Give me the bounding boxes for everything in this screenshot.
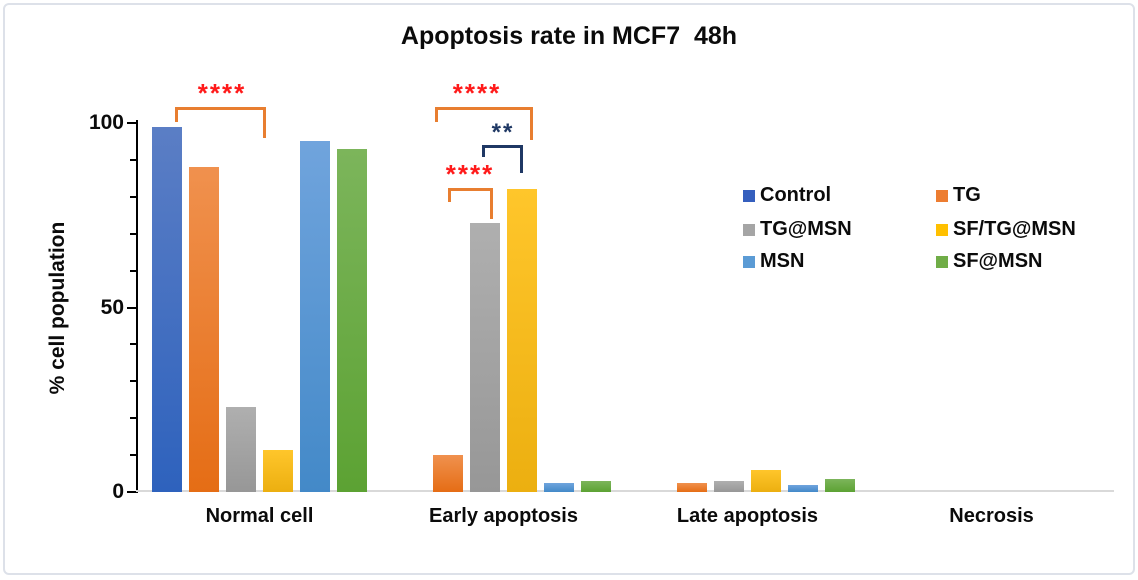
x-category-label: Early apoptosis <box>429 505 578 527</box>
significance-bracket-leg <box>520 145 523 173</box>
chart-title: Apoptosis rate in MCF7 48h <box>400 22 738 50</box>
x-category-label: Necrosis <box>949 505 1034 527</box>
y-axis-title: % cell population <box>46 221 69 395</box>
y-minor-tick <box>130 380 136 383</box>
legend-label: SF/TG@MSN <box>953 218 1076 240</box>
legend-label: TG@MSN <box>760 218 852 240</box>
significance-bracket-leg <box>530 107 533 140</box>
bar-control <box>152 127 182 492</box>
bar-tg-msn <box>470 223 500 492</box>
legend-swatch-icon <box>936 255 948 268</box>
x-category-label: Normal cell <box>205 505 314 527</box>
y-axis-line <box>136 120 138 493</box>
y-minor-tick <box>130 343 136 346</box>
significance-stars: **** <box>445 159 495 189</box>
legend-item-sf-tg-msn: SF/TG@MSN <box>936 218 1076 241</box>
bar-sf-tg-msn <box>263 450 293 492</box>
significance-stars: ** <box>491 119 515 146</box>
bar-sf-tg-msn <box>751 470 781 492</box>
y-major-tick <box>127 122 136 124</box>
legend-swatch-icon <box>743 189 755 202</box>
bar-tg <box>433 455 463 492</box>
significance-bracket-line <box>448 188 493 191</box>
y-tick-label: 50 <box>100 295 124 319</box>
y-major-tick <box>127 306 136 309</box>
legend-swatch-icon <box>936 223 948 236</box>
legend-label: MSN <box>760 250 805 272</box>
y-minor-tick <box>130 269 136 272</box>
legend-label: SF@MSN <box>953 250 1043 272</box>
x-category-label: Late apoptosis <box>676 505 819 527</box>
x-axis-line <box>136 490 1114 492</box>
bar-msn <box>788 485 818 492</box>
legend-item-msn: MSN <box>743 250 804 273</box>
significance-bracket-leg <box>448 188 451 202</box>
bar-sf-tg-msn <box>507 189 537 492</box>
bar-sf-msn <box>581 481 611 492</box>
significance-bracket-leg <box>175 107 178 122</box>
significance-bracket-line <box>482 145 523 148</box>
y-minor-tick <box>130 454 136 457</box>
y-tick-label: 100 <box>88 111 124 134</box>
legend-item-tg: TG <box>936 184 981 207</box>
significance-stars: **** <box>452 78 502 108</box>
y-minor-tick <box>130 232 136 235</box>
bar-msn <box>544 483 574 492</box>
y-minor-tick <box>130 158 136 161</box>
significance-bracket-line <box>175 107 266 110</box>
y-minor-tick <box>130 417 136 420</box>
significance-bracket-leg <box>435 107 438 122</box>
y-major-tick <box>127 491 136 493</box>
legend-swatch-icon <box>743 223 755 236</box>
bar-msn <box>300 141 330 492</box>
significance-stars: **** <box>197 78 247 108</box>
legend-swatch-icon <box>743 255 755 268</box>
legend-label: TG <box>953 184 981 206</box>
bar-sf-msn <box>337 149 367 492</box>
bar-tg <box>189 167 219 492</box>
significance-bracket-leg <box>490 188 493 219</box>
y-minor-tick <box>130 195 136 198</box>
legend-label: Control <box>760 184 832 206</box>
bar-tg-msn <box>226 407 256 492</box>
significance-bracket-leg <box>482 145 485 157</box>
significance-bracket-line <box>435 107 533 110</box>
bar-sf-msn <box>825 479 855 492</box>
legend-swatch-icon <box>936 189 948 202</box>
bar-tg <box>677 483 707 492</box>
y-tick-label: 0 <box>112 480 124 503</box>
significance-bracket-leg <box>263 107 266 138</box>
legend-item-sf-msn: SF@MSN <box>936 250 1043 273</box>
bar-tg-msn <box>714 481 744 492</box>
legend-item-control: Control <box>743 184 831 207</box>
legend-item-tg-msn: TG@MSN <box>743 218 852 241</box>
